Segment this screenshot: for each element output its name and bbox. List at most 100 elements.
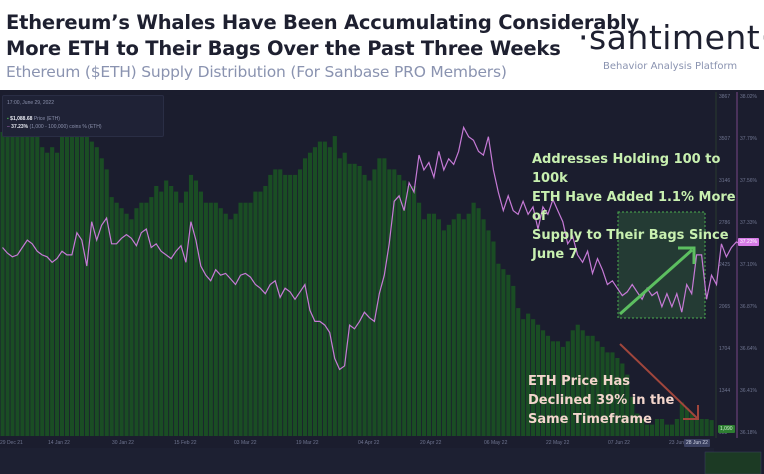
price-bar (491, 241, 496, 436)
legend-date: 17:00, June 29, 2022 (7, 100, 54, 106)
price-bar (5, 132, 10, 436)
price-bar (35, 136, 40, 436)
price-bar (521, 319, 526, 436)
supply-tick-label: 37.56% (740, 178, 757, 184)
price-bar (233, 213, 238, 436)
price-bar (570, 330, 575, 436)
price-bar (580, 330, 585, 436)
price-bar (183, 191, 189, 436)
price-bar (99, 158, 104, 437)
price-bar (560, 346, 565, 436)
price-bar (575, 324, 580, 436)
x-tick-label: 03 Mar 22 (234, 440, 257, 446)
price-bar (20, 132, 25, 436)
annotation-line: Same Timeframe (528, 412, 652, 427)
price-bar (273, 169, 278, 436)
price-bar (55, 152, 60, 436)
x-tick-label: 15 Feb 22 (174, 440, 197, 446)
price-bar (699, 419, 704, 436)
price-bar (50, 147, 55, 436)
price-bar (511, 285, 516, 436)
price-bar (253, 191, 258, 436)
price-bar (193, 180, 199, 436)
supply-tick-label: 36.64% (740, 346, 757, 352)
red-trend-arrow (619, 343, 698, 419)
price-bar (694, 419, 699, 436)
price-bar (164, 180, 169, 436)
legend-price-value: $1,088.68 (10, 116, 33, 122)
price-bar (10, 132, 15, 436)
price-bar (635, 413, 640, 436)
price-bar (45, 152, 50, 436)
navigator-track (0, 448, 714, 474)
price-bar (387, 169, 392, 436)
green-arrow-head-icon (678, 246, 696, 264)
price-bar (218, 208, 223, 436)
price-tick-label: 2786 (719, 220, 731, 226)
price-bar (89, 141, 94, 436)
x-tick-label: 14 Jan 22 (48, 440, 70, 446)
price-bar (288, 174, 293, 436)
x-tick-label: 30 Jan 22 (112, 440, 134, 446)
price-bar (298, 169, 303, 436)
price-bar (134, 208, 139, 436)
price-bar (456, 213, 461, 436)
x-tick-label: 19 Mar 22 (296, 440, 319, 446)
price-bar (144, 202, 149, 436)
supply-tick-label: 37.79% (740, 136, 757, 142)
price-bar (620, 363, 625, 436)
price-bar (278, 169, 283, 436)
price-bar (669, 424, 675, 436)
price-tick-label: 3867 (719, 94, 731, 100)
price-bar (421, 219, 427, 436)
price-bar (342, 152, 347, 436)
price-bar (149, 197, 154, 436)
price-bar (30, 132, 35, 436)
price-bar (486, 230, 491, 436)
price-bar (362, 174, 367, 436)
price-bar (94, 147, 99, 436)
legend-price-label: Price (ETH) (33, 116, 60, 122)
price-bar (536, 324, 541, 436)
price-bar (347, 163, 352, 437)
price-bar (516, 308, 521, 436)
price-bar (372, 169, 377, 436)
price-bar (179, 202, 184, 436)
x-tick-label: 22 May 22 (546, 440, 570, 446)
price-bar (436, 219, 441, 436)
price-decline-annotation: ETH Price Has Declined 39% in the Same T… (528, 372, 708, 429)
green-trend-arrow (619, 248, 693, 316)
price-bar (203, 202, 208, 436)
price-bar (565, 341, 570, 436)
price-bar (129, 219, 134, 436)
price-bar (417, 202, 422, 436)
price-bar (402, 180, 407, 436)
price-bar (615, 358, 620, 436)
price-bar (154, 186, 159, 436)
price-bar (392, 169, 397, 436)
x-tick-label: 06 May 22 (484, 440, 508, 446)
price-bar (243, 202, 248, 436)
price-bar (119, 208, 124, 436)
supply-tick-label: 36.18% (740, 430, 757, 436)
price-bar (69, 136, 75, 436)
price-bar (545, 335, 551, 436)
price-bar (476, 208, 481, 436)
price-bar (0, 132, 5, 436)
legend-supply-label: (1,000 - 100,000) coins % (ETH) (29, 124, 102, 130)
price-bar (674, 419, 679, 436)
supply-tick-label: 37.33% (740, 220, 757, 226)
price-bar (352, 163, 357, 437)
supply-legend-marker-icon: – (7, 124, 10, 130)
x-tick-label: 04 Apr 22 (358, 440, 380, 446)
price-bar (709, 420, 714, 436)
price-bar (555, 341, 560, 436)
price-bar (610, 352, 615, 436)
supply-line (2, 125, 742, 371)
price-bar (223, 213, 228, 436)
price-bar (228, 219, 233, 436)
price-bar (322, 141, 327, 436)
price-bar (540, 330, 546, 436)
price-bar (312, 147, 318, 436)
